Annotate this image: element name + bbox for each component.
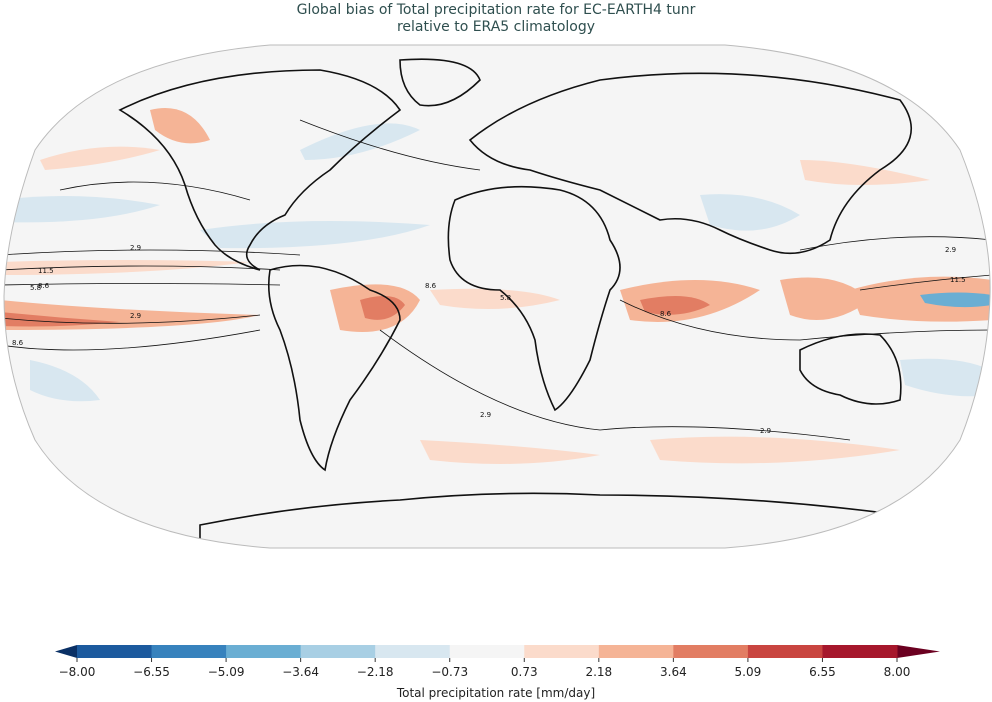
colorbar-tick-label: 2.18 <box>585 665 612 679</box>
colorbar-over-arrow <box>897 645 940 658</box>
contour-labels: 5.8 2.9 11.5 8.6 2.9 8.6 2.9 8.6 11.5 2.… <box>12 244 966 435</box>
north-america-coast <box>118 69 402 271</box>
colorbar-tick-label: −2.18 <box>357 665 394 679</box>
colorbar-segment <box>449 645 525 658</box>
colorbar-segment <box>673 645 749 658</box>
contour-label: 8.6 <box>12 339 24 347</box>
contour-lines <box>4 119 991 441</box>
colorbar-segment <box>598 645 674 658</box>
contour-label: 2.9 <box>130 312 141 320</box>
contour-label: 5.8 <box>500 294 511 302</box>
bias-field <box>4 108 991 464</box>
colorbar-tick-label: 6.55 <box>809 665 836 679</box>
colorbar-segment <box>822 645 898 658</box>
contour-label: 11.5 <box>38 267 54 275</box>
map-area: 5.8 2.9 11.5 8.6 2.9 8.6 2.9 8.6 11.5 2.… <box>4 45 991 548</box>
contour-label: 5.8 <box>30 284 41 292</box>
eurasia-coast <box>468 72 912 255</box>
contour-label: 8.6 <box>425 282 437 290</box>
south-america-coast <box>267 264 401 472</box>
title-line-2: relative to ERA5 climatology <box>396 19 596 35</box>
contour-label: 8.6 <box>38 282 50 290</box>
colorbar-under-arrow <box>55 645 77 658</box>
contour-label: 2.9 <box>130 244 141 252</box>
coastlines <box>118 58 912 548</box>
contour-label: 2.9 <box>945 246 956 254</box>
colorbar-tick-label: 0.73 <box>511 665 538 679</box>
antarctica-coast <box>199 492 901 548</box>
colorbar-segment <box>300 645 376 658</box>
colorbar-tick-label: 3.64 <box>660 665 687 679</box>
colorbar-tick-label: −5.09 <box>208 665 245 679</box>
contour-label: 11.5 <box>950 276 966 284</box>
colorbar-label: Total precipitation rate [mm/day] <box>396 686 595 700</box>
title-line-1: Global bias of Total precipitation rate … <box>296 2 696 18</box>
map-border <box>3 44 991 549</box>
colorbar-segment <box>77 645 153 658</box>
colorbar-segment <box>375 645 451 658</box>
colorbar-tick-label: −8.00 <box>59 665 96 679</box>
colorbar-segment <box>226 645 302 658</box>
africa-coast <box>447 185 621 412</box>
colorbar-tick-label: −6.55 <box>133 665 170 679</box>
contour-label: 2.9 <box>480 411 491 419</box>
contour-label: 2.9 <box>760 427 771 435</box>
colorbar: −8.00 −6.55 −5.09 −3.64 −2.18 −0.73 0.73 2.18 3.… <box>55 645 940 679</box>
colorbar-segment <box>747 645 823 658</box>
colorbar-segment <box>151 645 227 658</box>
colorbar-tick-label: 8.00 <box>884 665 911 679</box>
colorbar-segment <box>524 645 600 658</box>
australia-coast <box>799 333 902 405</box>
greenland-coast <box>399 58 481 107</box>
colorbar-tick-label: −0.73 <box>431 665 468 679</box>
colorbar-tick-label: 5.09 <box>735 665 762 679</box>
colorbar-tick-label: −3.64 <box>282 665 319 679</box>
map-title: Global bias of Total precipitation rate … <box>0 2 992 36</box>
contour-label: 8.6 <box>660 310 672 318</box>
